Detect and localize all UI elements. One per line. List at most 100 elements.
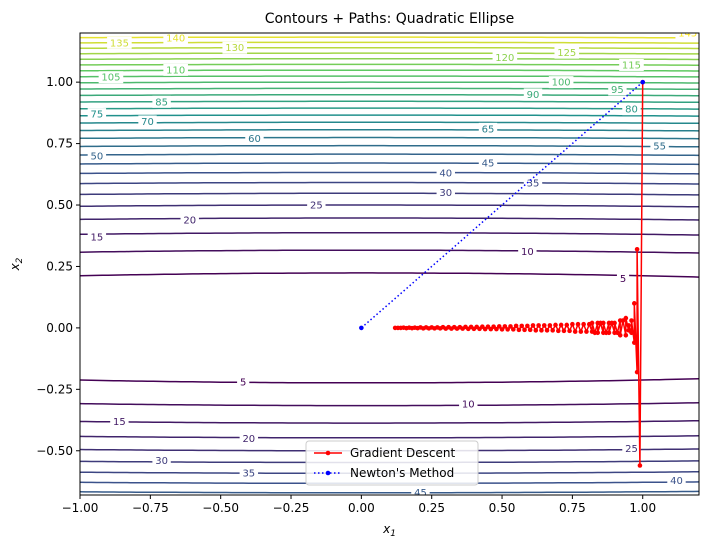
- contour-label-bg: [548, 76, 574, 89]
- x-tick-label: 1.00: [629, 501, 656, 515]
- contour-label: 75: [91, 110, 104, 121]
- contour-line-130-upper: [80, 46, 699, 50]
- contour-label-bg: [163, 63, 188, 76]
- y-axis-label-sub: 2: [15, 257, 25, 263]
- contour-label: 30: [155, 456, 168, 467]
- series-0-point: [553, 322, 558, 328]
- contour-label: 45: [482, 159, 495, 170]
- contour-label: 100: [552, 78, 571, 89]
- contour-label: 60: [248, 134, 261, 145]
- series-0-point: [589, 329, 595, 334]
- series-0-point: [634, 369, 640, 375]
- contour-line-45-upper: [80, 162, 699, 166]
- contour-label-bg: [619, 58, 644, 71]
- contour-line-40-upper: [80, 171, 699, 175]
- contour-label-bg: [152, 454, 171, 467]
- contour-label-bg: [87, 149, 107, 162]
- series-0-point: [570, 321, 575, 327]
- contour-labels: 5510101515202025253030353540404545505560…: [87, 29, 699, 495]
- contour-label-bg: [675, 33, 699, 39]
- series-0-point: [539, 328, 544, 333]
- contour-line-10-upper: [80, 249, 699, 254]
- contour-line-20-lower: [80, 435, 699, 439]
- series-0-point: [533, 328, 539, 333]
- contour-label: 110: [166, 65, 185, 76]
- contour-line-95-upper: [80, 87, 699, 91]
- series-0-point: [584, 329, 589, 334]
- contour-line-5-upper: [80, 272, 699, 278]
- x-tick-label: −0.50: [202, 501, 239, 515]
- contour-line-50-lower: [80, 500, 699, 501]
- contour-label-bg: [608, 83, 627, 96]
- contour-line-60-upper: [80, 136, 699, 140]
- series-0-point: [626, 328, 631, 333]
- contour-line-70-upper: [80, 121, 699, 125]
- contour-label-bg: [152, 95, 171, 108]
- series-0-point: [499, 327, 505, 332]
- contour-line-55-lower: [80, 509, 699, 510]
- contour-label-bg: [239, 432, 259, 445]
- series-0-point: [502, 324, 508, 329]
- series-0-point: [561, 328, 567, 334]
- contour-label-bg: [239, 466, 259, 479]
- contour-label: 145: [678, 29, 697, 40]
- y-axis-label-base: x: [8, 262, 22, 271]
- series-0-point: [634, 246, 640, 252]
- contour-line-10-lower: [80, 402, 699, 407]
- series-0-point: [595, 320, 601, 326]
- contour-label: 70: [141, 117, 154, 128]
- contour-label: 65: [482, 124, 495, 135]
- contour-label-bg: [163, 33, 188, 44]
- contour-label-bg: [459, 398, 478, 411]
- y-tick-label: 1.00: [46, 75, 73, 89]
- series-0-point: [556, 328, 561, 334]
- series-0-point: [519, 323, 525, 329]
- x-axis-label-sub: 1: [390, 529, 396, 539]
- contour-label: 140: [166, 33, 185, 44]
- series-0-point: [572, 329, 578, 334]
- series-0-point: [586, 321, 592, 327]
- contour-label-bg: [180, 213, 199, 226]
- contour-label: 85: [155, 97, 168, 108]
- series-0-point: [530, 323, 536, 328]
- contour-label-bg: [492, 51, 518, 64]
- contour-label: 90: [527, 90, 540, 101]
- contour-line-100-upper: [80, 81, 699, 84]
- x-axis-label: x1: [382, 522, 396, 539]
- series-0-point: [631, 301, 637, 306]
- contour-label: 10: [462, 400, 475, 411]
- legend-gd-label: Gradient Descent: [350, 446, 456, 460]
- contour-label-bg: [478, 157, 498, 170]
- contour-label: 15: [113, 417, 126, 428]
- contour-line-30-upper: [80, 192, 699, 196]
- optimizer-paths: [359, 79, 646, 468]
- contour-line-75-upper: [80, 114, 699, 117]
- series-0-point: [508, 324, 513, 329]
- contour-line-55-upper: [80, 144, 699, 148]
- contour-label-bg: [87, 230, 107, 243]
- contour-line-120-upper: [80, 57, 699, 61]
- contour-line-125-upper: [80, 52, 699, 55]
- series-1-point: [640, 79, 646, 85]
- contour-line-50-upper: [80, 153, 699, 157]
- series-1-point: [359, 325, 364, 331]
- legend-box: [305, 440, 479, 486]
- y-tick-label: 0.50: [46, 198, 73, 212]
- contour-label: 5: [620, 274, 626, 285]
- series-0-point: [581, 321, 586, 327]
- contour-label-bg: [478, 122, 498, 135]
- contour-label: 35: [242, 468, 255, 479]
- x-tick-label: −0.25: [273, 501, 310, 515]
- series-0-point: [550, 328, 555, 333]
- x-tick-label: 0.25: [418, 501, 445, 515]
- contour-label-bg: [98, 71, 124, 84]
- y-tick-label: −0.50: [36, 444, 73, 458]
- contour-label: 50: [91, 151, 104, 162]
- contour-label: 120: [495, 53, 514, 64]
- contour-label-bg: [436, 186, 455, 199]
- contour-label-bg: [222, 41, 248, 54]
- x-axis-ticks: −1.00 −0.75 −0.50 −0.25 0.00 0.25 0.50 0.75 1.00: [62, 495, 656, 515]
- chart-title: Contours + Paths: Quadratic Ellipse: [265, 11, 515, 27]
- contour-line-5-lower: [80, 377, 699, 384]
- contour-label: 125: [557, 48, 576, 59]
